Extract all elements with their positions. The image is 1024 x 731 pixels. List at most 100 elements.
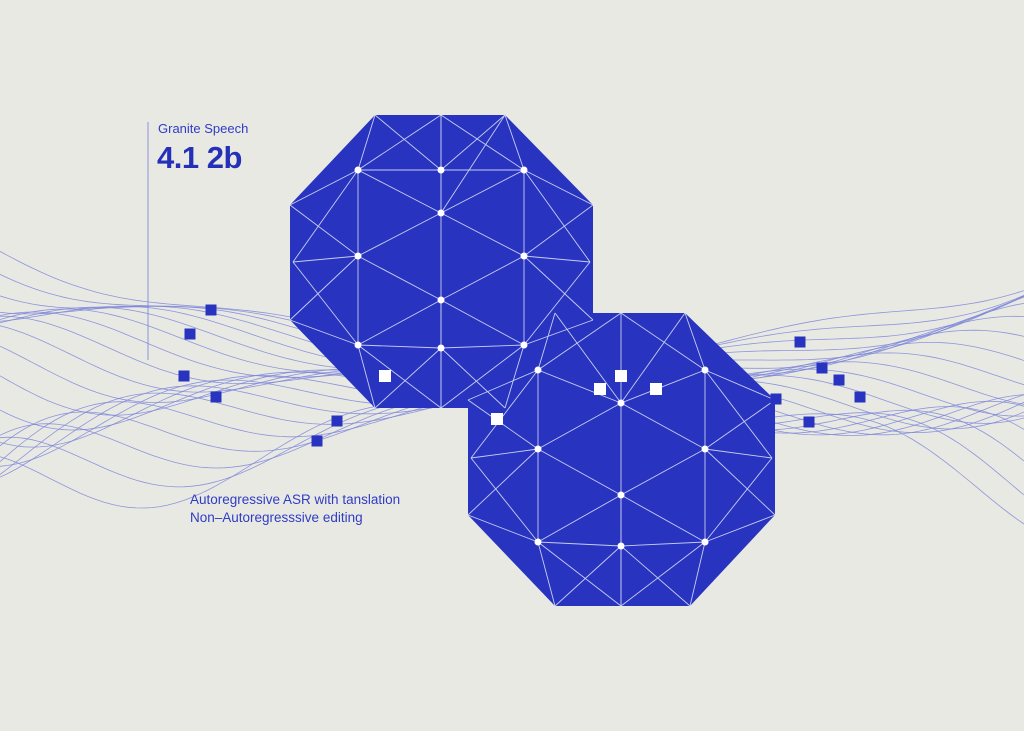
mesh-edge	[467, 448, 539, 516]
mesh-edge	[374, 114, 442, 171]
mesh-edge	[440, 169, 525, 214]
open-square	[491, 413, 503, 425]
octagon-top	[290, 115, 593, 408]
blue-square	[833, 374, 845, 386]
mesh-edge	[620, 541, 706, 607]
blue-square	[311, 435, 323, 447]
blue-square	[854, 391, 866, 403]
mesh-node	[354, 341, 362, 349]
mesh-edge	[440, 299, 525, 346]
mesh-edge	[704, 514, 776, 543]
mesh-edge	[704, 448, 773, 459]
mesh-node	[534, 445, 542, 453]
mesh-edge	[292, 169, 359, 263]
blue-square	[184, 328, 196, 340]
mesh-edge	[523, 319, 594, 346]
mesh-node	[354, 252, 362, 260]
blue-square	[770, 393, 782, 405]
mesh-edge	[440, 255, 525, 301]
mesh-edge	[620, 494, 706, 543]
mesh-edge	[504, 344, 525, 409]
mesh-edge	[620, 402, 706, 450]
mesh-edge	[523, 255, 591, 263]
mesh-edge	[620, 312, 686, 404]
mesh-edge	[537, 402, 622, 450]
mesh-edge	[357, 344, 376, 409]
mesh-node	[437, 166, 445, 174]
mesh-edge	[357, 344, 442, 409]
mesh-edge	[440, 114, 506, 171]
mesh-edge	[620, 312, 706, 371]
mesh-node	[534, 366, 542, 374]
mesh-edge	[289, 319, 359, 346]
mesh-edge	[620, 369, 706, 404]
mesh-edge	[537, 541, 622, 547]
mesh-edge	[537, 541, 622, 607]
mesh-edge	[523, 261, 591, 346]
blue-square	[803, 416, 815, 428]
octagon-bottom	[468, 313, 775, 606]
mesh-node	[617, 491, 625, 499]
mesh-node	[617, 542, 625, 550]
mesh-edge	[357, 169, 442, 214]
mesh-edge	[523, 169, 594, 206]
blue-square	[794, 336, 806, 348]
open-square	[379, 370, 391, 382]
mesh-edge	[440, 212, 525, 257]
mesh-edge	[689, 541, 706, 607]
mesh-edge	[357, 212, 442, 257]
mesh-edge	[704, 369, 773, 459]
model-family: Granite Speech	[158, 121, 249, 136]
mesh-edge	[470, 448, 539, 459]
mesh-edge	[467, 514, 539, 543]
mesh-edge	[704, 457, 773, 543]
feature-line: Autoregressive ASR with tanslation	[190, 492, 401, 507]
mesh-node	[701, 366, 709, 374]
open-square	[615, 370, 627, 382]
blue-square	[816, 362, 828, 374]
mesh-edge	[357, 299, 442, 346]
mesh-node	[617, 399, 625, 407]
mesh-edge	[523, 255, 594, 321]
mesh-edge	[537, 448, 622, 496]
mesh-node	[701, 538, 709, 546]
mesh-edge	[470, 457, 539, 543]
blue-square	[331, 415, 343, 427]
mesh-lines	[289, 114, 776, 607]
mesh-edge	[704, 369, 776, 401]
blue-square	[205, 304, 217, 316]
mesh-edge	[504, 114, 525, 171]
mesh-edge	[440, 344, 525, 349]
mesh-edge	[620, 545, 691, 607]
mesh-node	[437, 209, 445, 217]
open-square	[594, 383, 606, 395]
mesh-edge	[357, 344, 442, 349]
mesh-node	[520, 341, 528, 349]
mesh-edge	[292, 255, 359, 263]
mesh-edge	[440, 344, 525, 409]
mesh-edge	[684, 312, 706, 371]
blue-square	[178, 370, 190, 382]
mesh-node	[534, 538, 542, 546]
mesh-node	[437, 344, 445, 352]
mesh-edge	[440, 347, 506, 409]
mesh-edge	[289, 204, 359, 257]
mesh-edge	[537, 541, 556, 607]
mesh-edge	[537, 494, 622, 543]
mesh-edge	[440, 114, 506, 214]
mesh-node	[354, 166, 362, 174]
mesh-edge	[292, 261, 359, 346]
mesh-edge	[374, 347, 442, 409]
feature-line: Non–Autoregresssive editing	[190, 510, 363, 525]
mesh-node	[520, 252, 528, 260]
marker-squares	[178, 304, 866, 447]
mesh-edge	[440, 114, 525, 171]
mesh-edge	[357, 114, 376, 171]
mesh-edge	[620, 541, 706, 547]
mesh-edge	[537, 312, 556, 371]
mesh-edge	[620, 448, 706, 496]
mesh-edge	[554, 312, 622, 404]
mesh-edge	[357, 114, 442, 171]
mesh-edge	[467, 369, 539, 401]
